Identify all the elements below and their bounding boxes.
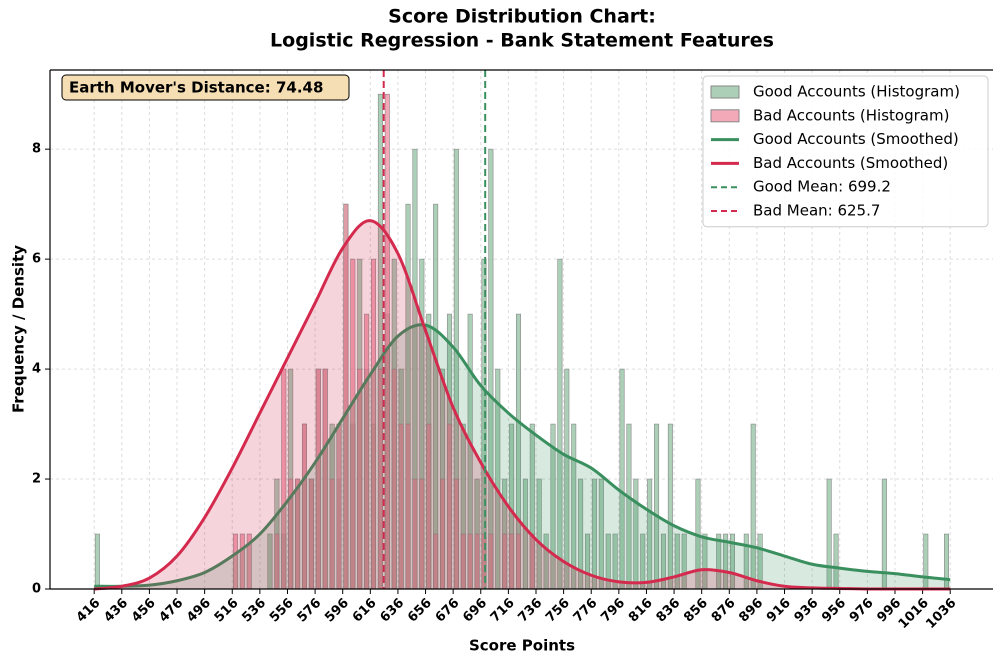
y-tick-label: 2 xyxy=(32,472,41,487)
x-tick-label: 1016 xyxy=(896,596,932,632)
y-tick-label: 8 xyxy=(32,142,41,157)
y-tick-label: 0 xyxy=(32,582,41,597)
histogram-bar xyxy=(94,533,100,590)
x-tick-label: 456 xyxy=(129,596,159,626)
y-axis-label: Frequency / Density xyxy=(10,245,28,413)
x-tick-label: 676 xyxy=(433,596,463,626)
x-tick-label: 556 xyxy=(267,596,297,626)
x-tick-label: 696 xyxy=(460,596,490,626)
legend-box xyxy=(702,75,989,228)
x-tick-label: 796 xyxy=(598,596,628,626)
x-tick-label: 436 xyxy=(101,596,131,626)
y-tick-label: 6 xyxy=(32,252,41,267)
x-tick-label: 516 xyxy=(212,596,242,626)
x-axis-label: Score Points xyxy=(469,637,575,655)
x-tick-label: 596 xyxy=(322,596,352,626)
density-area xyxy=(94,220,951,590)
x-tick-label: 836 xyxy=(654,596,684,626)
chart-title: Score Distribution Chart: xyxy=(388,6,656,28)
chart-title: Logistic Regression - Bank Statement Fea… xyxy=(270,30,774,52)
y-tick-label: 4 xyxy=(32,362,41,377)
x-tick-label: 716 xyxy=(488,596,518,626)
legend-label: Bad Accounts (Histogram) xyxy=(753,106,949,124)
x-tick-label: 936 xyxy=(792,596,822,626)
legend-swatch xyxy=(710,109,740,123)
x-tick-label: 536 xyxy=(239,596,269,626)
x-tick-label: 476 xyxy=(157,596,187,626)
annotation: Earth Mover's Distance: 74.48 xyxy=(69,79,323,97)
x-tick-label: 856 xyxy=(681,596,711,626)
legend-label: Bad Accounts (Smoothed) xyxy=(753,154,948,172)
x-tick-label: 656 xyxy=(405,596,435,626)
legend-label: Good Mean: 699.2 xyxy=(753,178,891,196)
x-tick-label: 636 xyxy=(377,596,407,626)
x-tick-label: 756 xyxy=(543,596,573,626)
density-area xyxy=(94,324,951,589)
density-line xyxy=(94,323,951,588)
x-tick-label: 616 xyxy=(350,596,380,626)
legend-label: Bad Mean: 625.7 xyxy=(753,202,880,220)
x-tick-label: 976 xyxy=(847,596,877,626)
x-tick-label: 956 xyxy=(819,596,849,626)
x-tick-label: 416 xyxy=(74,596,104,626)
x-tick-label: 736 xyxy=(516,596,546,626)
x-tick-label: 496 xyxy=(184,596,214,626)
x-tick-label: 1036 xyxy=(923,596,959,632)
legend-label: Good Accounts (Histogram) xyxy=(753,83,960,101)
x-tick-label: 776 xyxy=(571,596,601,626)
x-tick-label: 576 xyxy=(295,596,325,626)
density-line xyxy=(94,219,951,591)
annotation-box xyxy=(61,74,350,101)
legend-swatch xyxy=(710,85,740,99)
x-tick-label: 916 xyxy=(764,596,794,626)
x-tick-label: 876 xyxy=(709,596,739,626)
x-tick-label: 816 xyxy=(626,596,656,626)
x-tick-label: 896 xyxy=(736,596,766,626)
legend-label: Good Accounts (Smoothed) xyxy=(753,130,959,148)
